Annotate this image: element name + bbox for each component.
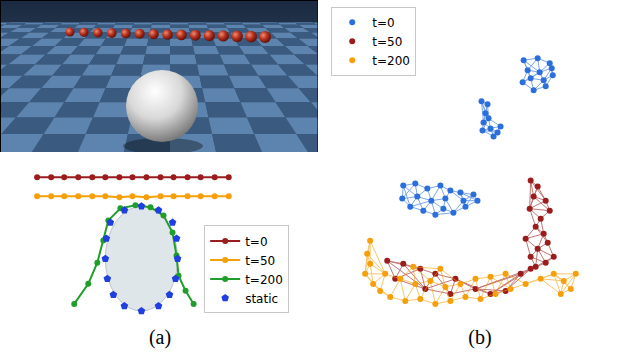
svg-text:t=0: t=0 bbox=[372, 16, 394, 30]
svg-text:t=50: t=50 bbox=[372, 35, 402, 49]
svg-text:static: static bbox=[245, 292, 278, 306]
svg-text:t=200: t=200 bbox=[245, 273, 283, 287]
svg-text:t=0: t=0 bbox=[245, 235, 267, 249]
html-text:(a): (a) bbox=[148, 326, 172, 348]
svg-text:t=200: t=200 bbox=[372, 54, 410, 68]
html-text:(b): (b) bbox=[468, 326, 492, 348]
svg-text:t=50: t=50 bbox=[245, 254, 275, 268]
